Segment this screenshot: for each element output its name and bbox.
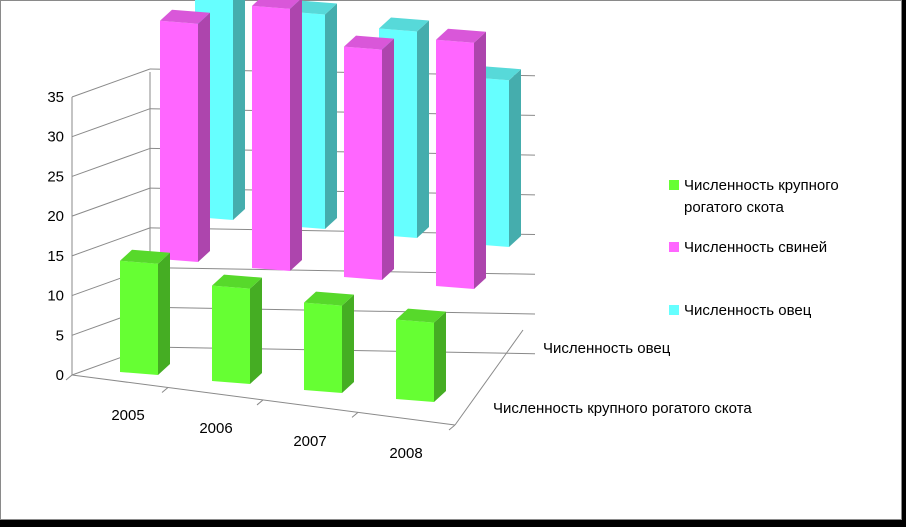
chart-bars [120, 0, 521, 402]
legend-swatch [669, 242, 679, 252]
bar [160, 9, 210, 263]
y-tick-label: 25 [47, 168, 64, 185]
legend-swatch [669, 305, 679, 315]
y-tick-label: 35 [47, 89, 64, 106]
bar [252, 0, 302, 272]
y-tick-label: 20 [47, 208, 64, 225]
category-label: 2007 [293, 433, 326, 450]
bar [396, 308, 446, 402]
legend-label: Численность крупного рогатого скота [684, 177, 839, 216]
gridline-left [71, 187, 151, 217]
legend-item: Численность крупного рогатого скота [669, 177, 839, 216]
depth-labels: Численность овец Численность крупного рог… [493, 340, 752, 417]
y-tick-label: 15 [47, 248, 64, 265]
legend-item: Численность овец [669, 302, 812, 319]
bar [304, 291, 354, 393]
x-axis [71, 374, 456, 426]
x-tick-mark [448, 424, 456, 431]
bar [344, 35, 394, 281]
depth-axis [454, 329, 524, 426]
y-tick-label: 10 [47, 288, 64, 305]
gridline-left [71, 108, 151, 138]
category-labels: 2005 2006 2007 2008 [111, 407, 422, 462]
y-tick-labels: 0 5 10 15 20 25 30 35 [47, 89, 64, 384]
legend-label: Численность свиней [684, 239, 827, 256]
legend-label: Численность овец [684, 302, 812, 319]
y-tick-label: 0 [56, 367, 64, 384]
y-tick-label: 5 [56, 327, 64, 344]
x-tick-mark [161, 387, 169, 393]
gridline-left [71, 68, 151, 98]
y-tick-label: 30 [47, 129, 64, 146]
legend-swatch [669, 180, 679, 190]
category-label: 2005 [111, 407, 144, 424]
legend-item: Численность свиней [669, 239, 827, 256]
depth-label: Численность овец [543, 340, 671, 357]
bar [212, 274, 262, 384]
x-tick-mark [65, 374, 73, 381]
x-tick-mark [351, 411, 359, 418]
x-tick-mark [256, 399, 264, 406]
depth-label: Численность крупного рогатого скота [493, 400, 752, 417]
bar [120, 249, 170, 375]
category-label: 2006 [199, 420, 232, 437]
legend: Численность крупного рогатого скота Числен… [669, 177, 839, 319]
category-label: 2008 [389, 445, 422, 462]
gridline-left [71, 227, 151, 257]
gridline-left [71, 147, 151, 177]
bar [436, 28, 486, 290]
